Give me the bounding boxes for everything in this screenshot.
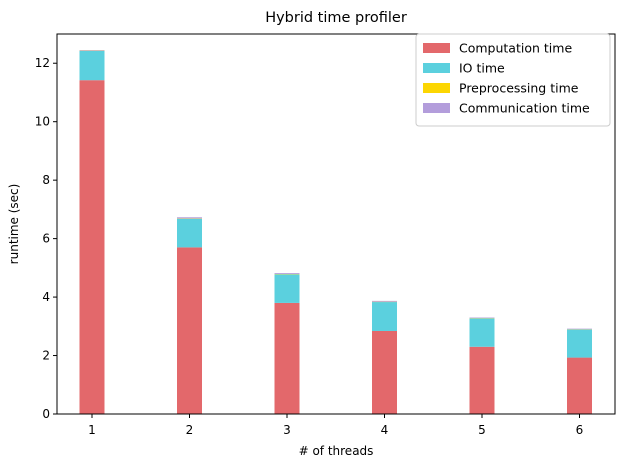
x-tick-label: 6 <box>576 423 584 437</box>
legend-box <box>415 33 611 127</box>
legend-label: Communication time <box>459 101 590 116</box>
bar-6-series-4 <box>567 328 592 330</box>
legend: Computation time IO time Preprocessing tim… <box>415 33 611 127</box>
legend-label: Preprocessing time <box>459 81 579 96</box>
y-tick-label: 8 <box>42 173 50 187</box>
bar-4-series-4 <box>372 300 397 302</box>
bar-1-series-2 <box>79 50 105 81</box>
legend-swatch <box>423 83 450 93</box>
y-tick-label: 2 <box>42 349 50 363</box>
bars-group <box>79 50 592 414</box>
bar-2-series-1 <box>177 247 202 414</box>
plot-frame <box>56 33 616 415</box>
bar-1-series-4 <box>79 50 105 51</box>
x-tick-label: 3 <box>283 423 291 437</box>
bar-1-series-1 <box>79 80 105 414</box>
legend-swatch <box>423 103 450 113</box>
bar-2-series-2 <box>177 218 202 248</box>
bar-3-series-1 <box>274 302 300 414</box>
y-tick-label: 10 <box>35 115 50 129</box>
x-tick-label: 2 <box>186 423 194 437</box>
bar-5-series-4 <box>469 317 495 319</box>
legend-swatch <box>423 43 450 53</box>
bar-6-series-1 <box>567 357 592 414</box>
bar-5-series-1 <box>469 346 495 414</box>
x-axis-label: # of threads <box>299 444 374 458</box>
x-tick-label: 5 <box>478 423 486 437</box>
bar-2-series-4 <box>177 217 202 219</box>
bar-3-series-4 <box>274 273 300 274</box>
legend-label: IO time <box>459 61 505 76</box>
y-tick-label: 0 <box>42 407 50 421</box>
legend-swatch <box>423 63 450 73</box>
bar-6-series-2 <box>567 329 592 358</box>
x-tick-label: 1 <box>88 423 96 437</box>
bar-3-series-2 <box>274 274 300 303</box>
y-tick-label: 12 <box>35 56 50 70</box>
y-tick-label: 6 <box>42 232 50 246</box>
bar-5-series-2 <box>469 318 495 347</box>
x-tick-label: 4 <box>381 423 389 437</box>
bar-4-series-1 <box>372 330 397 414</box>
y-tick-label: 4 <box>42 290 50 304</box>
legend-label: Computation time <box>459 41 572 56</box>
bar-4-series-2 <box>372 302 397 331</box>
y-axis-label: runtime (sec) <box>7 184 21 265</box>
chart-title: Hybrid time profiler <box>265 10 407 26</box>
